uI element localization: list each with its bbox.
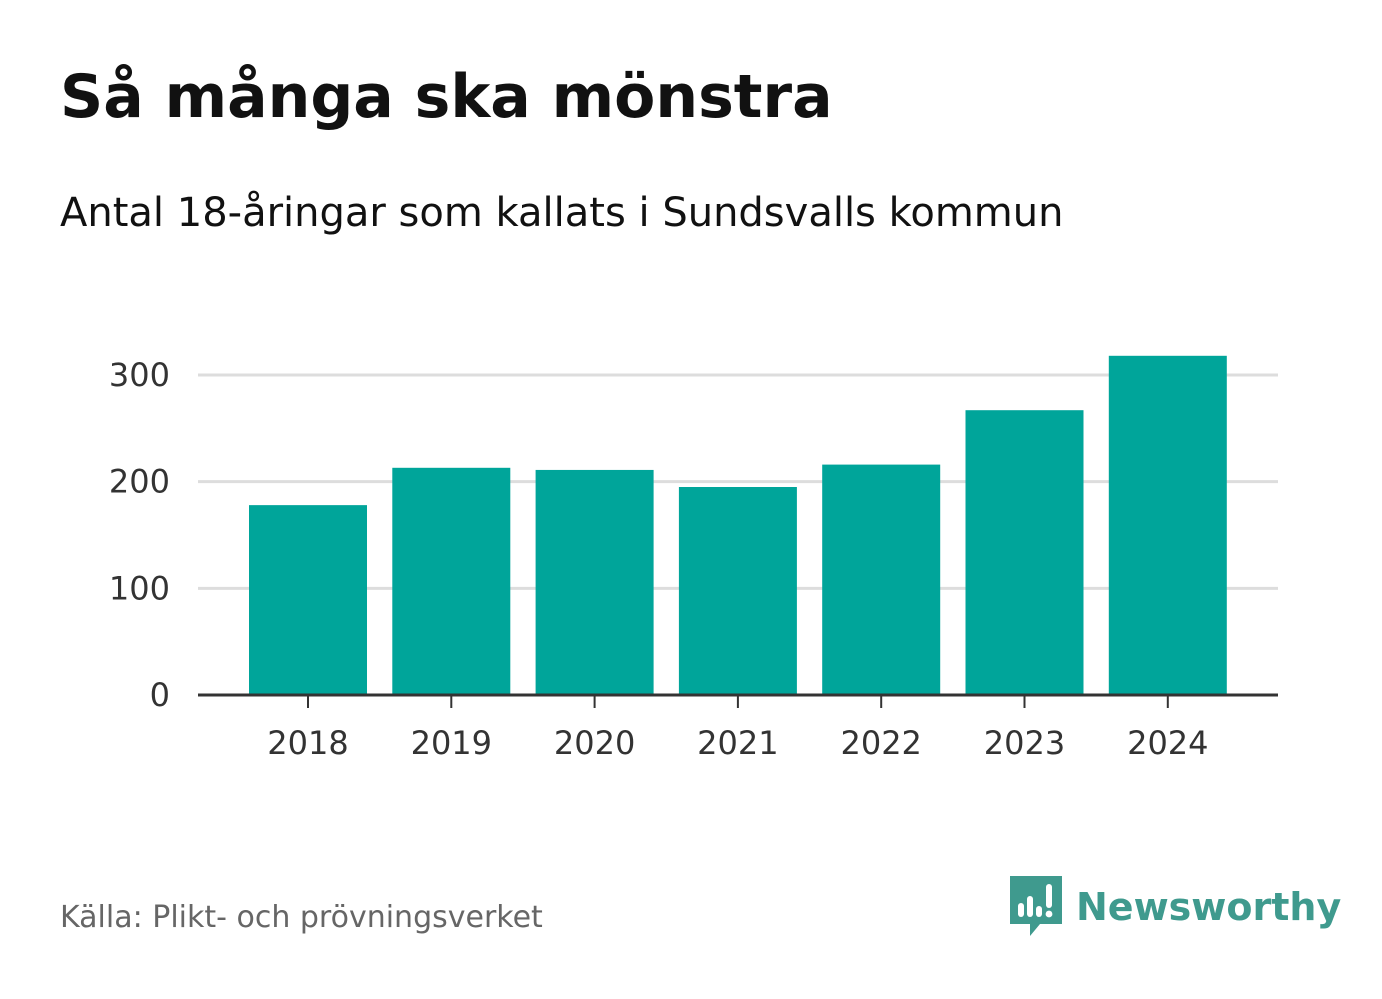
x-tick-label-2022: 2022 — [840, 724, 921, 762]
x-tick-label-2024: 2024 — [1127, 724, 1208, 762]
bar-2023 — [965, 410, 1084, 695]
bars — [249, 355, 1227, 695]
tick-labels: 0 100 200 300 2018 2019 2020 2021 2022 2023 2024 — [109, 356, 1209, 762]
chart-subtitle: Antal 18-åringar som kallats i Sundsvall… — [60, 190, 1064, 236]
newsworthy-logo: Newsworthy — [1010, 876, 1341, 938]
y-tick-label-100: 100 — [109, 569, 170, 607]
axes — [198, 693, 1278, 708]
x-tick-label-2020: 2020 — [554, 724, 635, 762]
y-tick-label-200: 200 — [109, 463, 170, 501]
x-tick-label-2018: 2018 — [267, 724, 348, 762]
chart-title: Så många ska mönstra — [60, 62, 833, 132]
newsworthy-logo-icon — [1010, 876, 1062, 936]
x-tick-label-2021: 2021 — [697, 724, 778, 762]
bar-2020 — [535, 469, 654, 695]
x-tick-label-2019: 2019 — [411, 724, 492, 762]
source-note: Källa: Plikt- och prövningsverket — [60, 900, 543, 935]
bar-2018 — [249, 505, 367, 695]
y-tick-label-300: 300 — [109, 356, 170, 394]
newsworthy-logo-text: Newsworthy — [1076, 885, 1342, 929]
bar-2022 — [822, 464, 941, 695]
bar-2019 — [392, 467, 511, 695]
bar-2024 — [1108, 355, 1227, 695]
bar-2021 — [678, 487, 797, 695]
x-tick-label-2023: 2023 — [984, 724, 1065, 762]
y-tick-label-0: 0 — [150, 676, 170, 714]
